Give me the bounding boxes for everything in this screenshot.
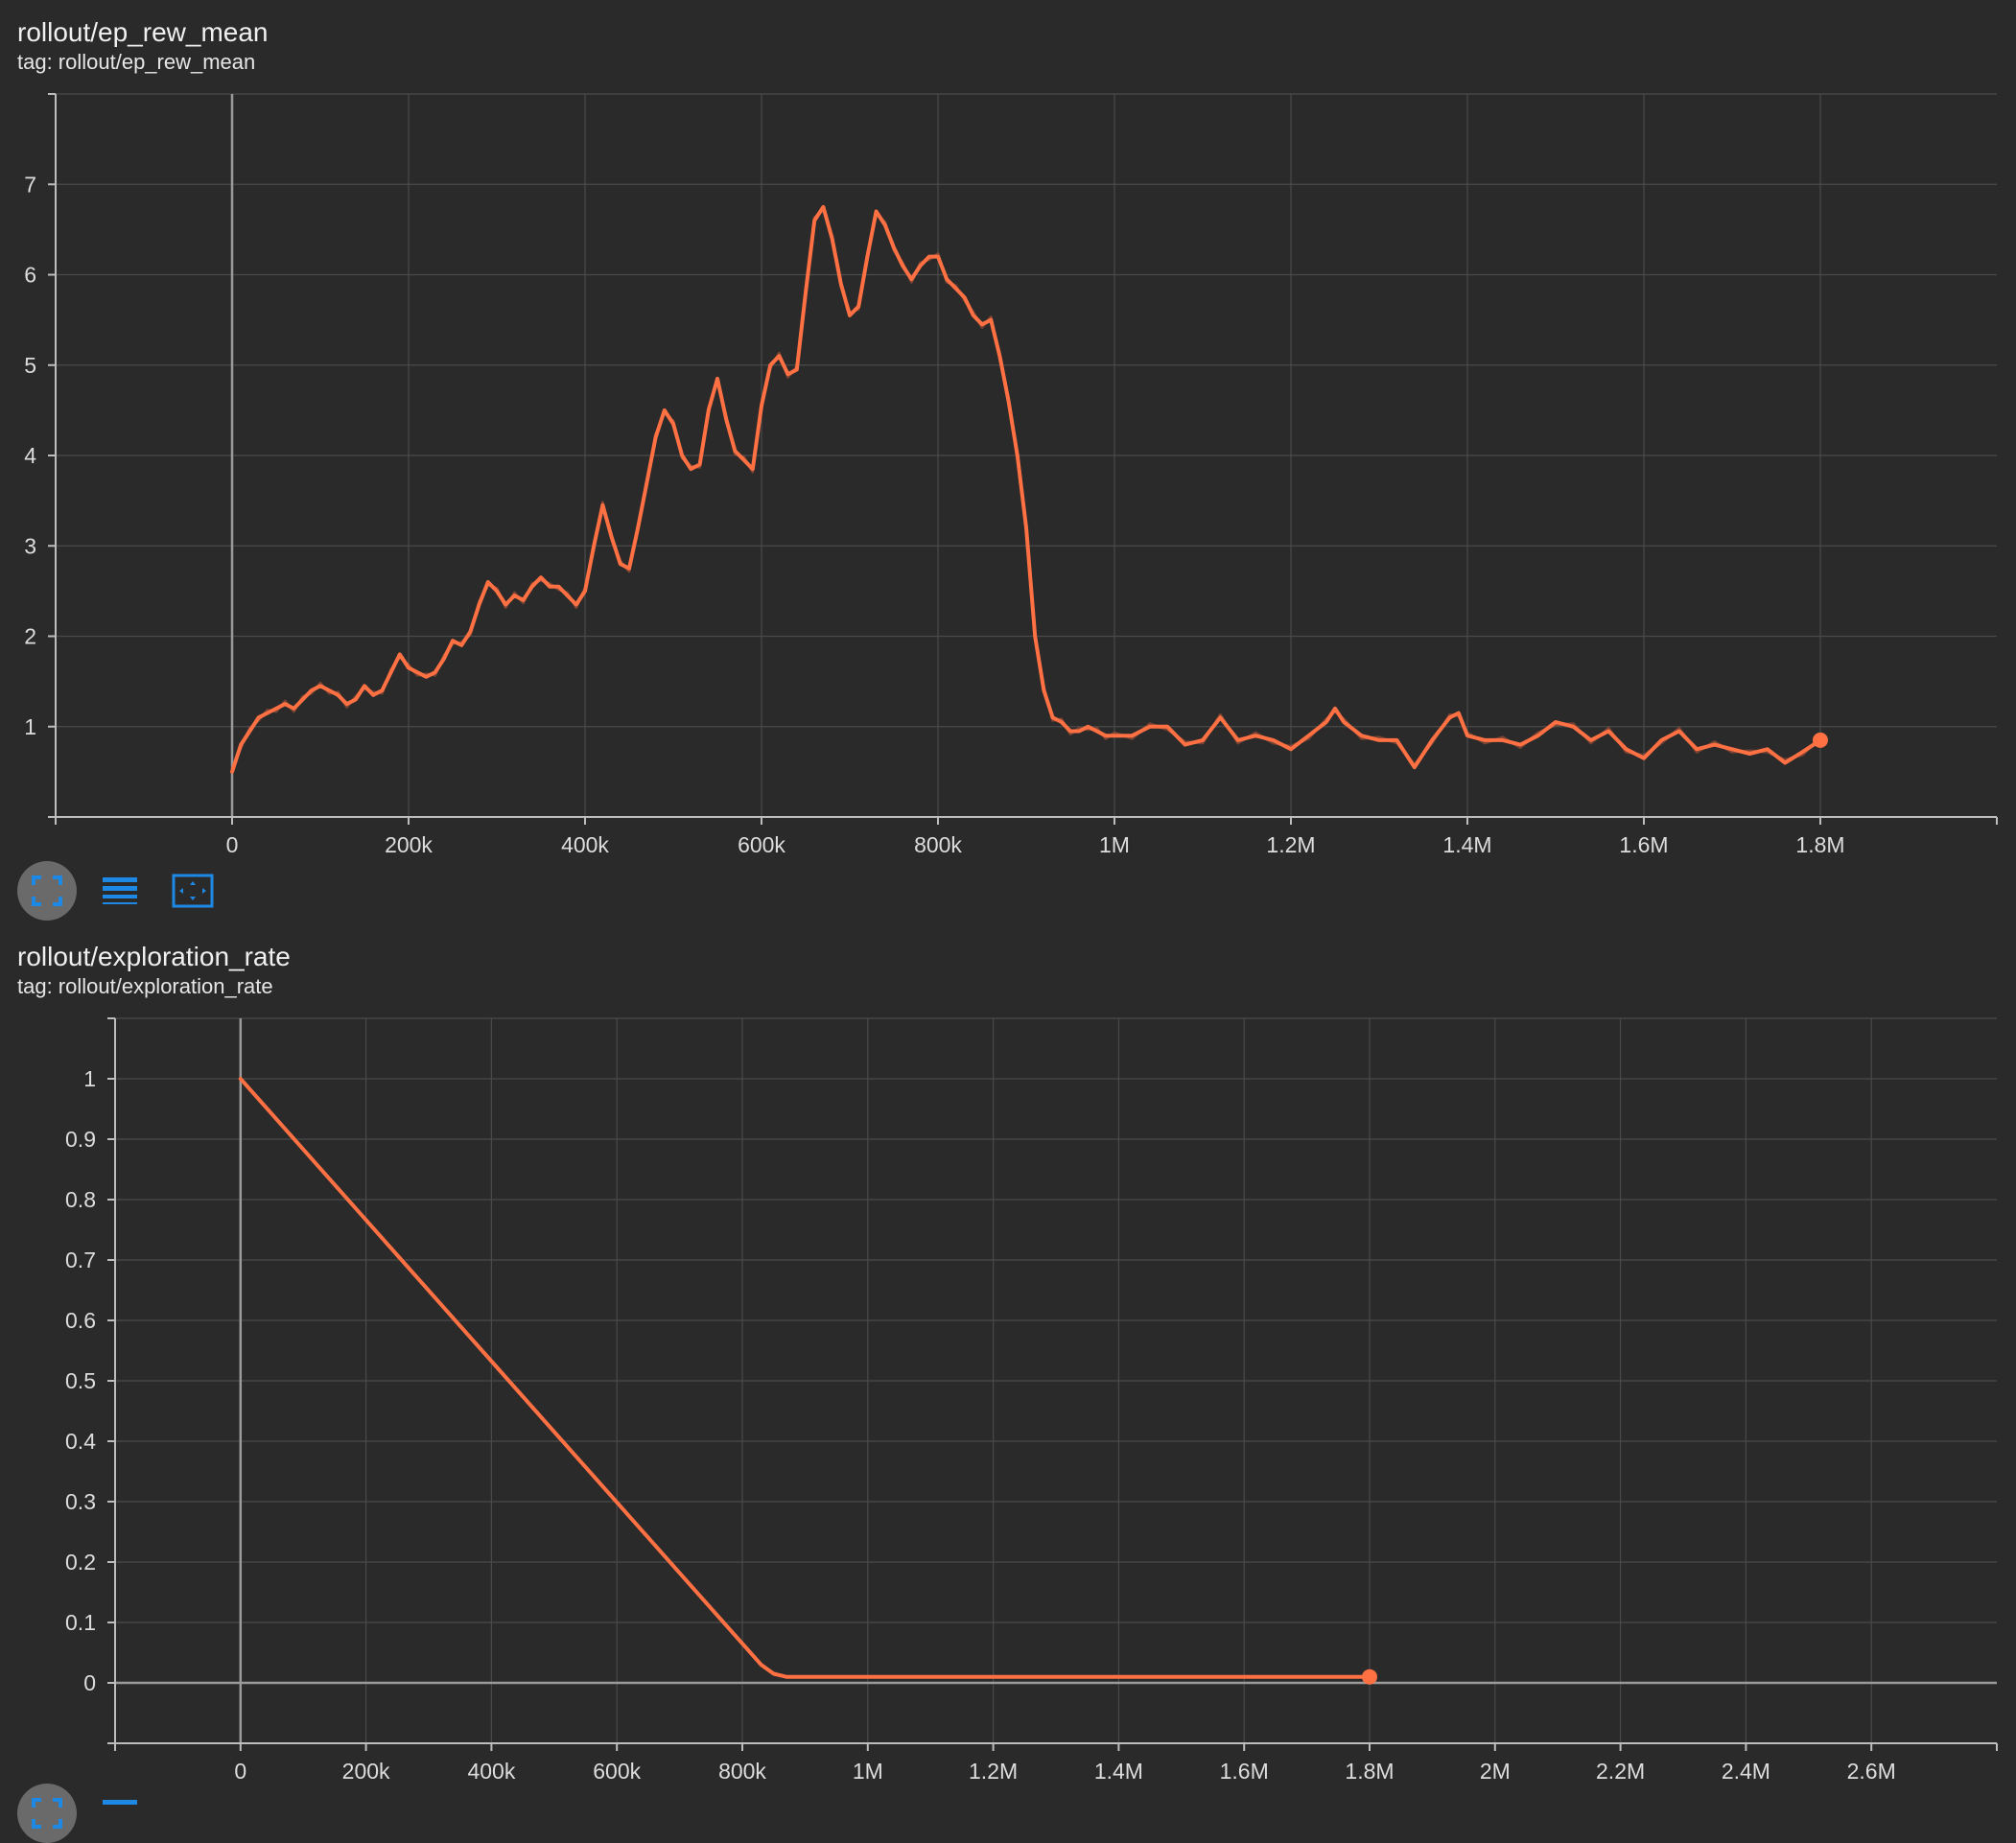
y-tick-label: 6 xyxy=(24,263,36,288)
y-tick-label: 7 xyxy=(24,172,36,197)
y-tick-label: 1 xyxy=(24,714,36,739)
x-tick-label: 400k xyxy=(467,1759,515,1784)
series-raw-line xyxy=(232,210,1820,769)
data-lines-icon xyxy=(102,875,138,907)
x-tick-label: 1M xyxy=(853,1759,883,1784)
toggle-y-log-button[interactable] xyxy=(90,861,150,921)
fullscreen-button[interactable] xyxy=(17,861,77,921)
chart-card-exploration-rate: rollout/exploration_rate tag: rollout/ex… xyxy=(0,924,2016,1801)
x-tick-label: 2.2M xyxy=(1596,1759,1645,1784)
y-tick-label: 0.5 xyxy=(65,1368,96,1393)
fit-domain-icon xyxy=(172,874,214,908)
series-point xyxy=(1362,1669,1377,1685)
chart-toolbar xyxy=(17,1784,150,1843)
x-tick-label: 1.2M xyxy=(1266,832,1315,857)
x-tick-label: 400k xyxy=(561,832,609,857)
x-tick-label: 800k xyxy=(914,832,962,857)
x-tick-label: 1.2M xyxy=(969,1759,1018,1784)
x-tick-label: 0 xyxy=(226,832,239,857)
x-tick-label: 200k xyxy=(342,1759,390,1784)
chart-plot-ep-rew-mean[interactable]: 0 200k 400k 600k 800k 1M 1.2M 1.4M 1.6M 1.8M 1 2 3 4 5… xyxy=(0,0,2016,921)
x-tick-label: 1M xyxy=(1099,832,1130,857)
series-line xyxy=(232,207,1820,772)
x-tick-label: 600k xyxy=(593,1759,641,1784)
x-tick-label: 2.4M xyxy=(1722,1759,1770,1784)
data-lines-icon xyxy=(102,1797,138,1830)
x-tick-label: 600k xyxy=(738,832,785,857)
y-tick-label: 0.8 xyxy=(65,1187,96,1212)
x-tick-label: 2.6M xyxy=(1847,1759,1896,1784)
y-tick-label: 0.2 xyxy=(65,1550,96,1575)
y-tick-label: 1 xyxy=(83,1066,96,1091)
y-tick-label: 2 xyxy=(24,624,36,649)
series-point xyxy=(1813,733,1828,748)
chart-toolbar xyxy=(17,861,223,921)
x-tick-label: 2M xyxy=(1480,1759,1511,1784)
x-tick-label: 800k xyxy=(718,1759,766,1784)
x-tick-label: 0 xyxy=(234,1759,246,1784)
chart-card-ep-rew-mean: rollout/ep_rew_mean tag: rollout/ep_rew_… xyxy=(0,0,2016,921)
x-tick-label: 1.4M xyxy=(1442,832,1491,857)
y-tick-label: 4 xyxy=(24,443,36,468)
series-line xyxy=(241,1079,1370,1677)
fullscreen-icon xyxy=(31,875,63,907)
x-tick-label: 1.8M xyxy=(1345,1759,1394,1784)
y-tick-label: 0.3 xyxy=(65,1489,96,1514)
fullscreen-icon xyxy=(31,1797,63,1830)
y-tick-label: 5 xyxy=(24,353,36,378)
y-tick-label: 0.1 xyxy=(65,1610,96,1635)
y-tick-label: 0.9 xyxy=(65,1127,96,1152)
x-tick-label: 200k xyxy=(385,832,433,857)
toggle-y-log-button[interactable] xyxy=(90,1784,150,1843)
x-tick-label: 1.6M xyxy=(1220,1759,1269,1784)
x-tick-label: 1.6M xyxy=(1619,832,1668,857)
y-tick-label: 3 xyxy=(24,533,36,558)
y-tick-label: 0.6 xyxy=(65,1308,96,1333)
fullscreen-button[interactable] xyxy=(17,1784,77,1843)
x-tick-label: 1.8M xyxy=(1795,832,1844,857)
y-tick-label: 0.7 xyxy=(65,1248,96,1272)
fit-domain-button[interactable] xyxy=(163,861,223,921)
chart-plot-exploration-rate[interactable]: 0 200k 400k 600k 800k 1M 1.2M 1.4M 1.6M 1.8M 2M 2.2… xyxy=(0,924,2016,1801)
y-tick-label: 0.4 xyxy=(65,1429,96,1454)
x-tick-label: 1.4M xyxy=(1094,1759,1143,1784)
y-tick-label: 0 xyxy=(83,1670,96,1695)
